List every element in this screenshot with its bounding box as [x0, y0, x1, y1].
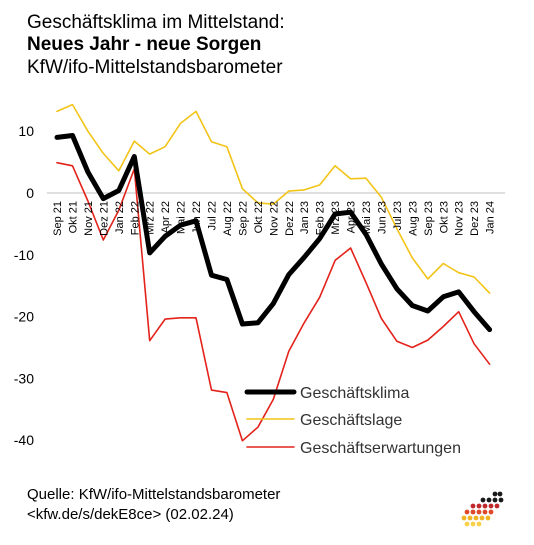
x-tick-label: Jan 23: [299, 201, 311, 234]
legend-geschaeftslage-label: Geschäftslage: [300, 412, 402, 429]
x-tick-label: Nov 23: [454, 201, 466, 236]
x-tick-label: Jul 23: [392, 201, 404, 230]
legend-geschaeftsklima-label: Geschäftsklima: [300, 385, 409, 402]
x-tick-label: Mai 22: [176, 201, 188, 234]
x-tick-label: Feb 22: [129, 201, 141, 235]
x-tick-label: Jan 22: [114, 201, 126, 234]
x-tick-label: Sep 21: [52, 201, 64, 236]
x-tick-label: Aug 23: [407, 201, 419, 236]
x-tick-label: Jun 22: [191, 201, 203, 234]
series-line-geschaeftslage: [56, 103, 491, 294]
x-tick-label: Okt 22: [253, 201, 265, 233]
x-tick-label: Apr 23: [346, 201, 358, 233]
title-line-2: Neues Jahr - neue Sorgen: [27, 34, 262, 55]
x-tick-label: Jun 23: [376, 201, 388, 234]
series-line-geschaeftserwartungen: [56, 161, 491, 442]
x-tick-label: Mai 23: [361, 201, 373, 234]
x-tick-label: Okt 21: [67, 201, 79, 233]
chart-title-block: Geschäftsklima im Mittelstand: Neues Jah…: [27, 12, 285, 79]
source-note: Quelle: KfW/ifo-Mittelstandsbarometer <k…: [27, 485, 280, 525]
x-tick-label: Sep 22: [237, 201, 249, 236]
x-tick-label: Nov 21: [83, 201, 95, 236]
y-tick-label: 10: [18, 123, 34, 139]
source-link[interactable]: <kfw.de/s/dekE8ce> (02.02.24): [27, 506, 234, 523]
source-text: Quelle: KfW/ifo-Mittelstandsbarometer: [27, 486, 281, 503]
y-tick-label: -20: [14, 309, 34, 325]
x-tick-label: Okt 23: [438, 201, 450, 233]
x-tick-label: Apr 22: [160, 201, 172, 233]
x-tick-label: Mrz 22: [145, 201, 157, 235]
title-line-3: KfW/ifo-Mittelstandsbarometer: [27, 57, 283, 78]
x-tick-label: Dez 22: [284, 201, 296, 236]
x-tick-label: Mrz 23: [330, 201, 342, 235]
legend-geschaeftserwartungen-label: Geschäftserwartungen: [300, 440, 461, 457]
title-line-1: Geschäftsklima im Mittelstand:: [27, 12, 285, 33]
series-line-geschaeftsklima: [54, 133, 493, 333]
x-tick-label: Jul 22: [207, 201, 219, 230]
x-tick-label: Jan 24: [485, 201, 497, 234]
x-tick-label: Feb 23: [315, 201, 327, 235]
kfw-dots-logo-icon: [461, 491, 504, 527]
x-tick-label: Aug 22: [222, 201, 234, 236]
y-tick-label: -30: [14, 370, 34, 386]
y-tick-label: -10: [14, 247, 34, 263]
x-tick-label: Dez 21: [98, 201, 110, 236]
x-tick-label: Dez 23: [469, 201, 481, 236]
y-tick-label: -40: [14, 432, 34, 448]
x-tick-label: Nov 22: [268, 201, 280, 236]
y-tick-label: 0: [26, 185, 34, 201]
x-tick-label: Sep 23: [423, 201, 435, 236]
